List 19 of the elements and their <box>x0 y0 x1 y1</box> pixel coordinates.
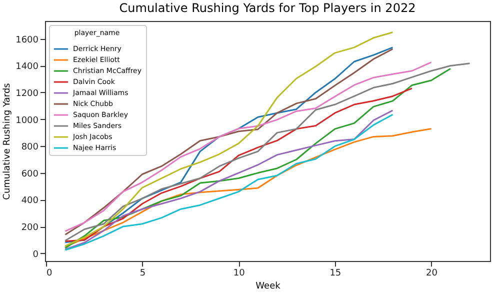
x-tick-label: 10 <box>233 268 246 278</box>
y-tick-label: 200 <box>21 223 39 234</box>
x-tick-label: 15 <box>330 268 342 278</box>
y-tick-label: 1200 <box>16 88 39 99</box>
x-tick-label: 5 <box>140 268 146 278</box>
y-tick-label: 1000 <box>16 116 39 126</box>
chart-title: Cumulative Rushing Yards for Top Players in 2022 <box>119 1 416 15</box>
y-tick-label: 1400 <box>16 62 39 72</box>
line-series <box>64 88 413 242</box>
y-tick-label: 400 <box>21 196 39 206</box>
x-axis-title: Week <box>256 282 282 292</box>
y-tick-label: 600 <box>21 169 39 180</box>
line-series <box>64 128 432 248</box>
y-tick-label: 0 <box>32 250 39 260</box>
x-tick-label: 20 <box>426 268 438 278</box>
y-tick-label: 800 <box>21 142 39 153</box>
y-axis-title: Cumulative Rushing Yards <box>2 82 13 200</box>
y-tick-label: 1600 <box>16 35 39 46</box>
x-tick-label: 0 <box>46 268 52 278</box>
